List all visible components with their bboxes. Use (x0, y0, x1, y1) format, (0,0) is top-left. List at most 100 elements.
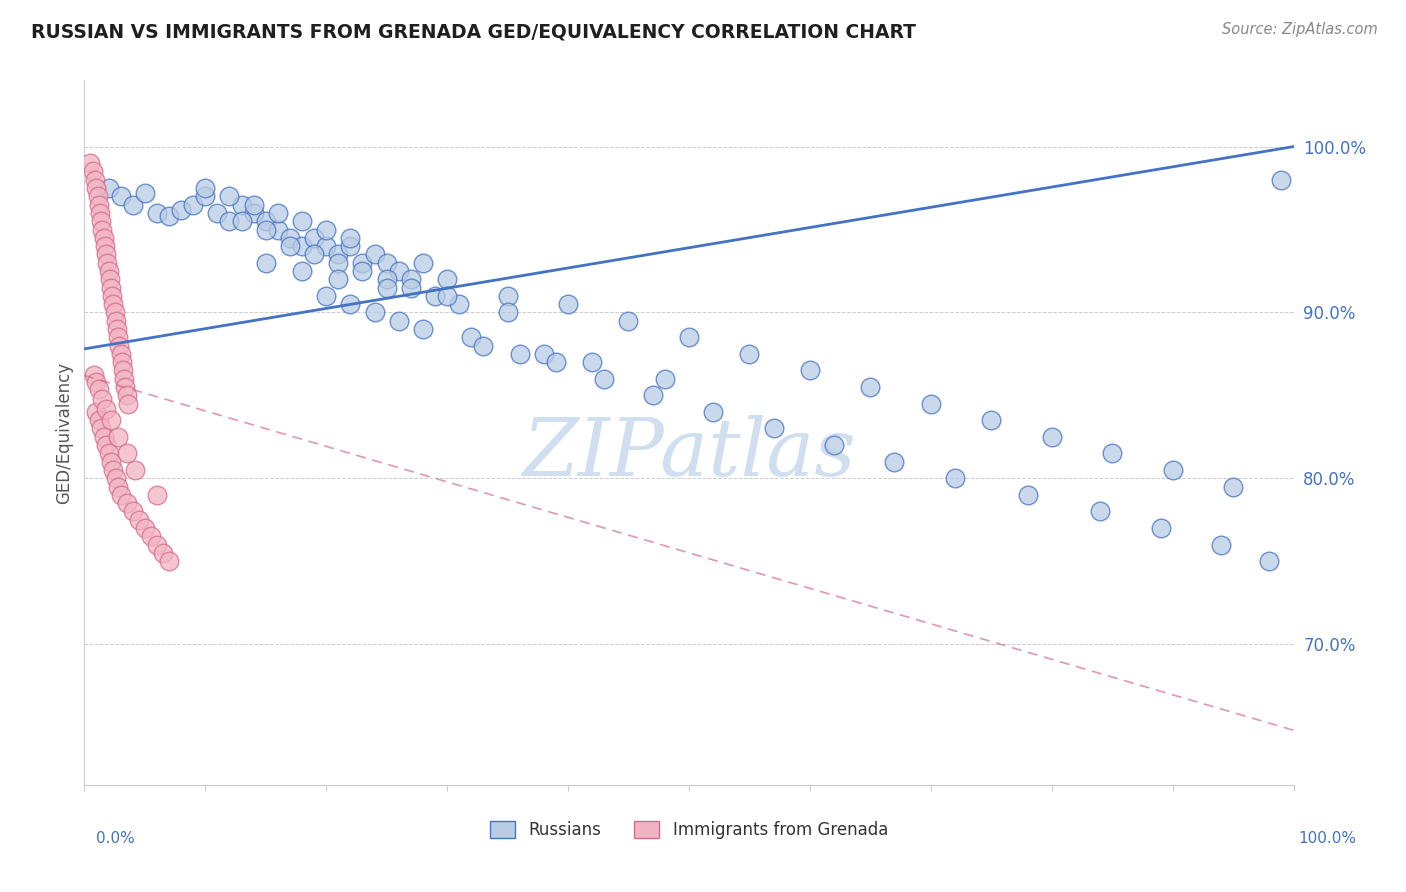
Point (581, 355, 603, 369)
Point (1161, 463, 1184, 477)
Point (157, 209, 180, 223)
Point (883, 455, 905, 469)
Point (544, 355, 567, 369)
Point (267, 206, 290, 220)
Point (146, 488, 169, 502)
Point (641, 388, 664, 402)
Point (339, 239, 361, 253)
Point (152, 546, 174, 560)
Point (82, 164, 104, 178)
Point (139, 529, 162, 543)
Point (94, 247, 117, 261)
Point (111, 355, 134, 369)
Point (328, 272, 350, 286)
Point (194, 181, 217, 195)
Text: 0.0%: 0.0% (96, 831, 135, 847)
Point (472, 338, 495, 352)
Point (104, 314, 127, 328)
Point (352, 255, 374, 269)
Point (1222, 479, 1244, 493)
Point (94, 438, 117, 452)
Point (943, 471, 966, 485)
Legend: Russians, Immigrants from Grenada: Russians, Immigrants from Grenada (481, 813, 897, 847)
Point (1088, 504, 1111, 518)
Point (278, 231, 301, 245)
Point (107, 479, 129, 493)
Point (654, 372, 676, 386)
Point (388, 264, 411, 278)
Point (496, 305, 519, 319)
Point (980, 413, 1002, 427)
Point (315, 239, 337, 253)
Point (89, 206, 111, 220)
Point (339, 231, 361, 245)
Point (97, 181, 120, 195)
Point (107, 330, 129, 344)
Point (363, 305, 385, 319)
Point (94, 239, 117, 253)
Point (617, 314, 640, 328)
Point (339, 297, 361, 311)
Point (112, 372, 135, 386)
Point (799, 363, 821, 377)
Point (218, 189, 240, 203)
Point (93, 430, 115, 444)
Point (375, 280, 398, 294)
Point (375, 272, 398, 286)
Point (110, 189, 132, 203)
Point (242, 197, 264, 211)
Point (738, 347, 761, 361)
Point (157, 554, 180, 568)
Point (302, 247, 325, 261)
Point (110, 488, 132, 502)
Point (231, 197, 253, 211)
Point (328, 255, 350, 269)
Point (449, 297, 471, 311)
Point (105, 322, 128, 336)
Point (124, 463, 146, 477)
Point (859, 380, 882, 394)
Point (134, 521, 156, 535)
Text: RUSSIAN VS IMMIGRANTS FROM GRENADA GED/EQUIVALENCY CORRELATION CHART: RUSSIAN VS IMMIGRANTS FROM GRENADA GED/E… (31, 22, 915, 41)
Point (117, 396, 139, 410)
Point (218, 214, 240, 228)
Point (91, 392, 114, 406)
Point (363, 247, 385, 261)
Point (91, 222, 114, 236)
Point (412, 255, 434, 269)
Point (115, 496, 138, 510)
Point (254, 214, 277, 228)
Point (436, 272, 458, 286)
Point (84, 173, 107, 187)
Point (90, 214, 112, 228)
Point (423, 289, 446, 303)
Point (86, 189, 108, 203)
Point (436, 289, 458, 303)
Point (278, 239, 301, 253)
Point (375, 255, 398, 269)
Point (762, 421, 785, 435)
Text: ZIPatlas: ZIPatlas (522, 415, 856, 492)
Point (87, 197, 110, 211)
Point (1209, 537, 1232, 551)
Point (315, 289, 337, 303)
Point (86, 375, 108, 389)
Point (103, 297, 125, 311)
Point (90, 421, 112, 435)
Point (181, 197, 204, 211)
Point (291, 264, 314, 278)
Point (128, 513, 150, 527)
Point (115, 446, 138, 460)
Point (352, 264, 374, 278)
Point (170, 202, 193, 217)
Point (134, 186, 156, 200)
Point (146, 206, 169, 220)
Text: Source: ZipAtlas.com: Source: ZipAtlas.com (1222, 22, 1378, 37)
Point (98, 272, 121, 286)
Point (207, 206, 229, 220)
Point (100, 413, 122, 427)
Y-axis label: GED/Equivalency: GED/Equivalency (55, 361, 73, 504)
Point (97, 264, 120, 278)
Point (267, 222, 290, 236)
Point (399, 280, 422, 294)
